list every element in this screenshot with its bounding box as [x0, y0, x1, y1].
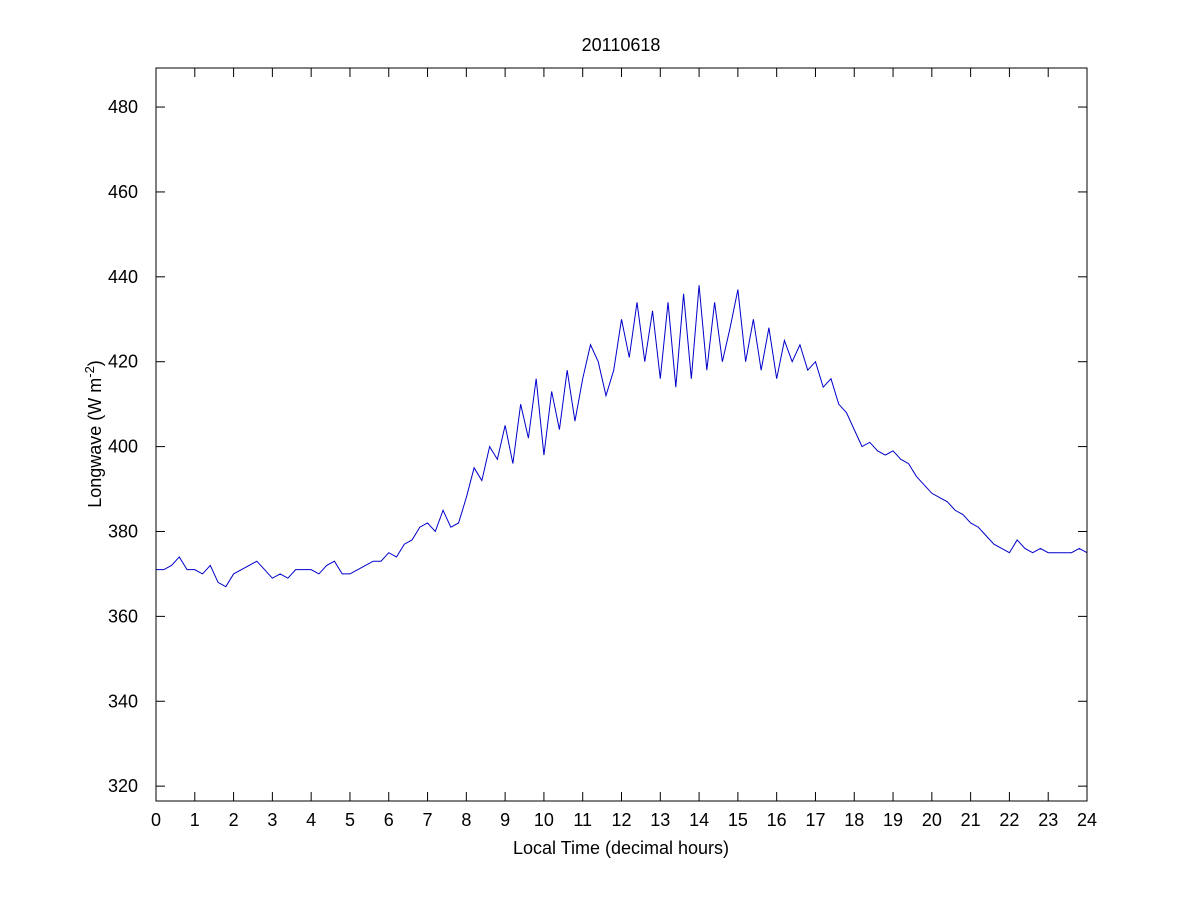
x-tick-label: 2 — [229, 810, 239, 830]
x-tick-label: 13 — [650, 810, 670, 830]
x-tick-label: 20 — [922, 810, 942, 830]
data-line — [156, 285, 1088, 588]
y-tick-label: 320 — [108, 776, 138, 796]
x-tick-label: 9 — [500, 810, 510, 830]
y-label-text: Longwave (W m — [85, 378, 105, 508]
y-tick-label: 340 — [108, 691, 138, 711]
plot-frame — [155, 67, 1088, 802]
x-tick-label: 3 — [267, 810, 277, 830]
x-tick-label: 23 — [1038, 810, 1058, 830]
x-tick-label: 1 — [190, 810, 200, 830]
x-tick-label: 12 — [611, 810, 631, 830]
chart-title: 20110618 — [582, 35, 661, 55]
x-tick-label: 16 — [767, 810, 787, 830]
y-axis-label: Longwave (W m-2) — [82, 360, 105, 508]
x-tick-label: 24 — [1077, 810, 1097, 830]
y-tick-label: 480 — [108, 97, 138, 117]
x-tick-label: 11 — [573, 810, 592, 830]
y-tick-label: 440 — [108, 267, 138, 287]
x-tick-label: 17 — [805, 810, 825, 830]
y-tick-label: 460 — [108, 182, 138, 202]
x-tick-label: 8 — [461, 810, 471, 830]
x-tick-label: 4 — [306, 810, 316, 830]
y-label-end: ) — [85, 360, 105, 366]
x-tick-label: 6 — [384, 810, 394, 830]
x-tick-label: 5 — [345, 810, 355, 830]
y-tick-label: 380 — [108, 521, 138, 541]
y-tick-label: 360 — [108, 606, 138, 626]
x-tick-label: 19 — [883, 810, 903, 830]
y-tick-label: 420 — [108, 352, 138, 372]
x-axis-label: Local Time (decimal hours) — [513, 838, 729, 858]
x-tick-label: 7 — [423, 810, 433, 830]
x-tick-label: 0 — [151, 810, 161, 830]
y-tick-label: 400 — [108, 437, 138, 457]
x-tick-label: 21 — [961, 810, 981, 830]
y-label-sup: -2 — [82, 366, 97, 378]
x-tick-label: 14 — [689, 810, 709, 830]
x-tick-label: 22 — [999, 810, 1019, 830]
x-tick-label: 10 — [534, 810, 554, 830]
x-tick-label: 18 — [844, 810, 864, 830]
x-tick-label: 15 — [728, 810, 748, 830]
plot-area — [156, 68, 1087, 801]
